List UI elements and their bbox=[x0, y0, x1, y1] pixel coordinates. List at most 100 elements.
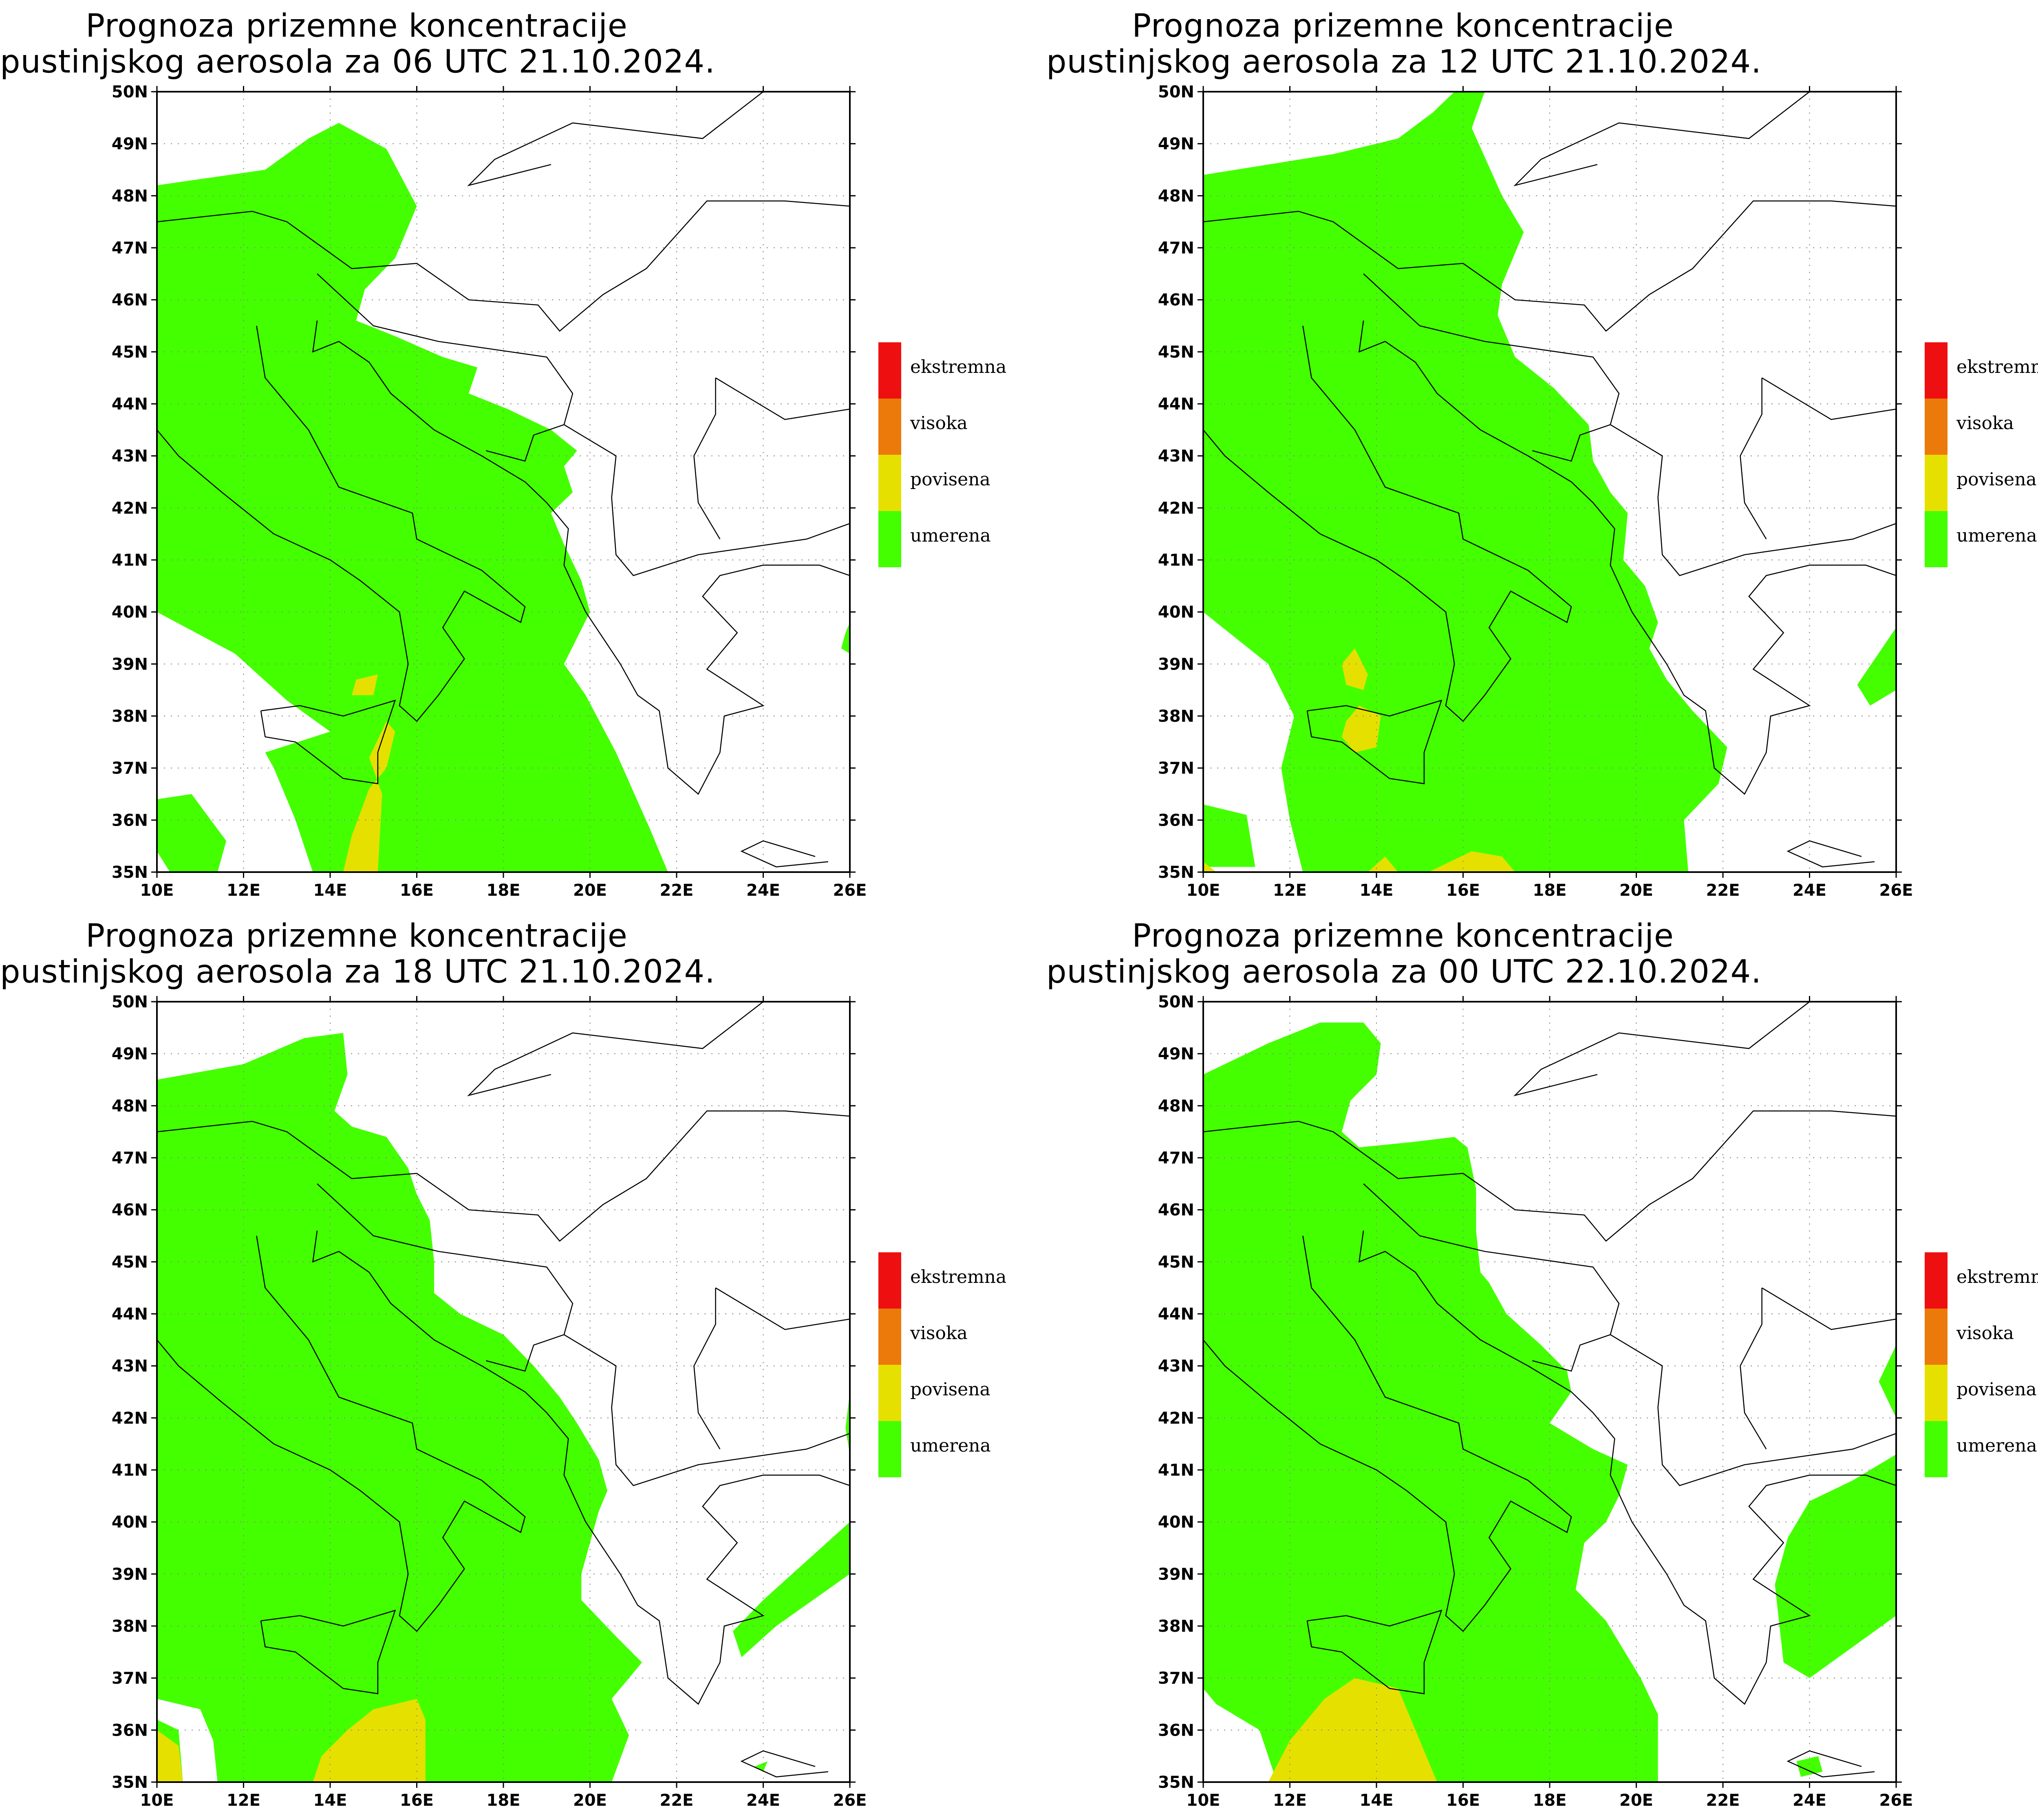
lat-label: 49N bbox=[1158, 135, 1194, 154]
coastline bbox=[1203, 326, 1572, 722]
lat-label: 36N bbox=[112, 811, 148, 830]
lon-label: 16E bbox=[400, 881, 434, 900]
legend-swatch-visoka bbox=[1925, 399, 1948, 455]
coastline bbox=[157, 200, 850, 332]
lat-label: 41N bbox=[1158, 551, 1194, 570]
coastline bbox=[157, 326, 526, 722]
legend-label-ekstremna: ekstremna bbox=[1956, 1267, 2038, 1287]
area-povisena bbox=[1342, 705, 1381, 753]
coastline bbox=[157, 1110, 850, 1242]
legend-swatch-ekstremna bbox=[1925, 342, 1948, 399]
coastline bbox=[260, 1609, 396, 1694]
lat-label: 37N bbox=[112, 759, 148, 778]
area-povisena bbox=[157, 1730, 183, 1782]
legend-label-visoka: visoka bbox=[910, 413, 968, 434]
coastline bbox=[317, 273, 850, 576]
coastline bbox=[317, 1183, 850, 1486]
coastline bbox=[1787, 1750, 1875, 1778]
coastline bbox=[312, 320, 850, 795]
area-povisena bbox=[343, 721, 395, 872]
area-umerena bbox=[1203, 804, 1255, 867]
lon-label: 20E bbox=[1619, 881, 1653, 900]
legend-swatch-povisena bbox=[1925, 1365, 1948, 1421]
legend-swatch-ekstremna bbox=[878, 1252, 901, 1309]
lat-label: 37N bbox=[1158, 759, 1194, 778]
legend-swatch-visoka bbox=[1925, 1309, 1948, 1365]
lat-label: 50N bbox=[112, 83, 148, 101]
area-povisena bbox=[352, 674, 378, 695]
lat-label: 38N bbox=[112, 1617, 148, 1636]
legend-label-povisena: povisena bbox=[1956, 1379, 2037, 1400]
coastline bbox=[1513, 1002, 1810, 1097]
lat-label: 44N bbox=[1158, 395, 1194, 414]
coastline bbox=[693, 1288, 721, 1450]
lon-label: 22E bbox=[660, 881, 694, 900]
legend-swatch-ekstremna bbox=[1925, 1252, 1948, 1309]
coastline bbox=[1203, 1110, 1896, 1242]
map-svg: 50N 49N 48N 47N 46N 45N 44N 43N 42N 41N 40N 39N 38N 3… bbox=[112, 993, 1006, 1810]
coastline bbox=[1363, 273, 1896, 576]
area-umerena bbox=[157, 794, 226, 872]
lat-label: 45N bbox=[112, 343, 148, 361]
lat-label: 39N bbox=[1158, 655, 1194, 674]
panel-title: Prognoza prizemne koncentracije pustinjs… bbox=[1046, 918, 1761, 990]
lat-label: 39N bbox=[112, 655, 148, 674]
lat-label: 35N bbox=[112, 863, 148, 882]
title-line-1: Prognoza prizemne koncentracije bbox=[86, 918, 628, 954]
area-umerena bbox=[1879, 1345, 1896, 1418]
lat-label: 44N bbox=[112, 1305, 148, 1324]
title-line-1: Prognoza prizemne koncentracije bbox=[86, 8, 628, 44]
lat-label: 45N bbox=[1158, 1253, 1194, 1271]
lat-label: 49N bbox=[112, 1045, 148, 1064]
lat-label: 47N bbox=[1158, 1149, 1194, 1168]
lat-label: 36N bbox=[1158, 1721, 1194, 1740]
coastline bbox=[1787, 840, 1875, 868]
area-povisena bbox=[1428, 851, 1515, 872]
concentration-layer bbox=[157, 1033, 850, 1782]
lon-label: 26E bbox=[1879, 881, 1913, 900]
lon-label: 14E bbox=[313, 1791, 347, 1810]
legend-label-visoka: visoka bbox=[910, 1323, 968, 1344]
lat-label: 44N bbox=[1158, 1305, 1194, 1324]
lon-label: 14E bbox=[1360, 881, 1394, 900]
map-svg: 50N 49N 48N 47N 46N 45N 44N 43N 42N 41N 40N 39N 38N 3… bbox=[112, 83, 1006, 900]
lat-label: 42N bbox=[112, 1409, 148, 1428]
grid bbox=[1203, 1002, 1896, 1782]
lat-label: 40N bbox=[1158, 1513, 1194, 1532]
legend-swatch-povisena bbox=[878, 1365, 901, 1421]
lat-label: 41N bbox=[112, 1461, 148, 1480]
lat-label: 37N bbox=[112, 1669, 148, 1688]
legend-swatch-povisena bbox=[1925, 455, 1948, 511]
lat-label: 43N bbox=[1158, 447, 1194, 466]
coastline bbox=[467, 92, 764, 187]
lon-label: 18E bbox=[487, 881, 521, 900]
legend-swatch-ekstremna bbox=[878, 342, 901, 399]
lon-label: 16E bbox=[400, 1791, 434, 1810]
coastlines bbox=[1203, 92, 1896, 868]
coastline bbox=[693, 378, 721, 540]
area-umerena bbox=[1203, 92, 1727, 872]
coastline bbox=[1363, 1183, 1896, 1486]
lat-label: 45N bbox=[1158, 343, 1194, 361]
lon-label: 22E bbox=[1706, 881, 1740, 900]
coastline bbox=[1306, 699, 1442, 784]
lon-label: 12E bbox=[1273, 1791, 1307, 1810]
concentration-layer bbox=[1203, 92, 1896, 872]
area-povisena bbox=[1268, 1678, 1437, 1782]
lon-label: 12E bbox=[1273, 881, 1307, 900]
title-line-1: Prognoza prizemne koncentracije bbox=[1132, 918, 1674, 954]
lat-label: 40N bbox=[1158, 603, 1194, 622]
lon-label: 16E bbox=[1446, 881, 1480, 900]
coastline bbox=[157, 1236, 526, 1632]
legend-label-ekstremna: ekstremna bbox=[1956, 357, 2038, 377]
panel-title: Prognoza prizemne koncentracije pustinjs… bbox=[0, 8, 715, 80]
legend-label-povisena: povisena bbox=[1956, 469, 2037, 490]
lon-label: 18E bbox=[487, 1791, 521, 1810]
area-umerena bbox=[754, 1761, 768, 1772]
lat-label: 37N bbox=[1158, 1669, 1194, 1688]
coastline bbox=[1532, 1334, 1611, 1372]
legend-label-povisena: povisena bbox=[910, 1379, 990, 1400]
lon-label: 20E bbox=[1619, 1791, 1653, 1810]
coastline bbox=[1306, 1609, 1442, 1694]
area-umerena bbox=[1796, 1756, 1823, 1777]
